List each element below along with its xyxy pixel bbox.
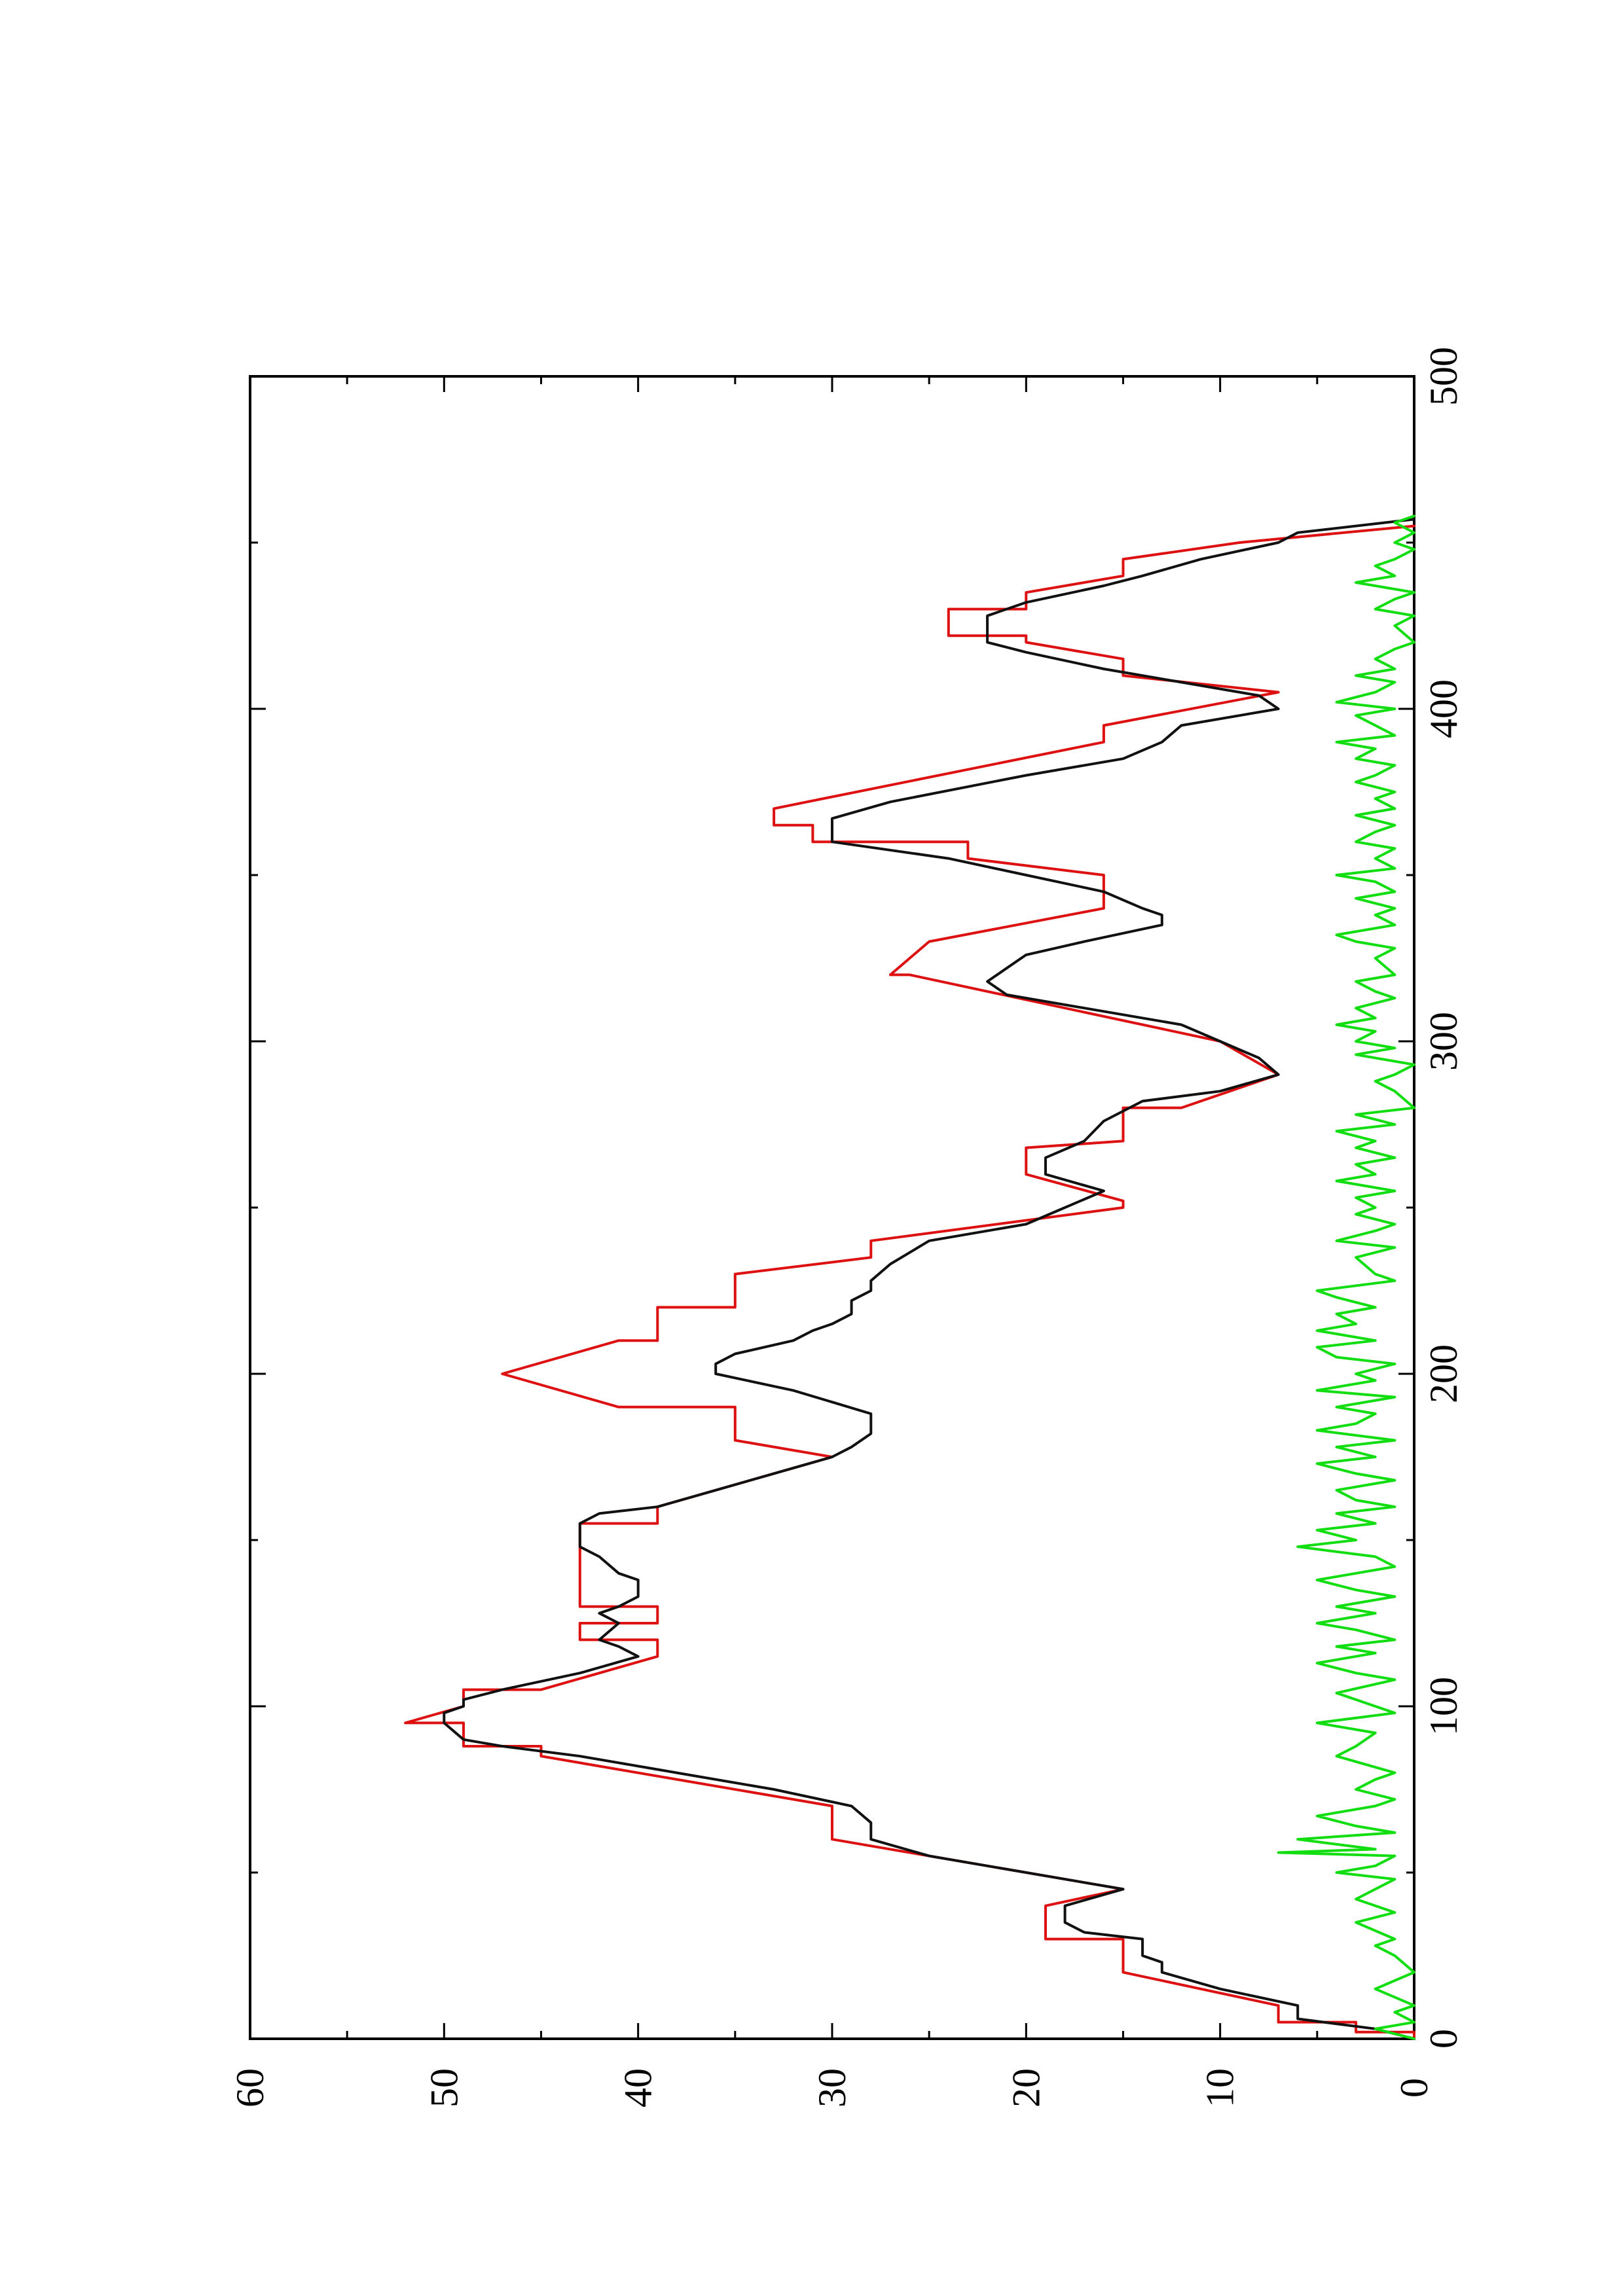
y-tick-label: 50 xyxy=(422,2068,465,2108)
y-tick-label: 40 xyxy=(617,2068,660,2108)
x-tick-label: 400 xyxy=(1422,679,1465,738)
series-lines xyxy=(404,514,1415,2040)
y-tick-label: 0 xyxy=(1393,2078,1436,2098)
x-tick-label: 200 xyxy=(1422,1344,1465,1403)
x-tick-label: 0 xyxy=(1422,2029,1465,2049)
red-step-series-line xyxy=(404,524,1415,2040)
y-tick-label: 10 xyxy=(1199,2068,1242,2108)
axis-ticks xyxy=(249,375,1415,2040)
black-series-line xyxy=(443,518,1415,2040)
plot-frame xyxy=(249,375,1415,2040)
y-tick-label: 30 xyxy=(811,2068,854,2108)
y-tick-label: 20 xyxy=(1004,2068,1048,2108)
green-series-line xyxy=(1277,514,1415,2040)
x-tick-label: 500 xyxy=(1422,347,1465,406)
x-tick-label: 100 xyxy=(1422,1677,1465,1736)
y-tick-label: 60 xyxy=(228,2068,272,2108)
axis-tick-labels: 0 100 200 300 400 500 0 10 20 30 40 50 60 xyxy=(228,347,1465,2108)
x-tick-label: 300 xyxy=(1422,1012,1465,1071)
